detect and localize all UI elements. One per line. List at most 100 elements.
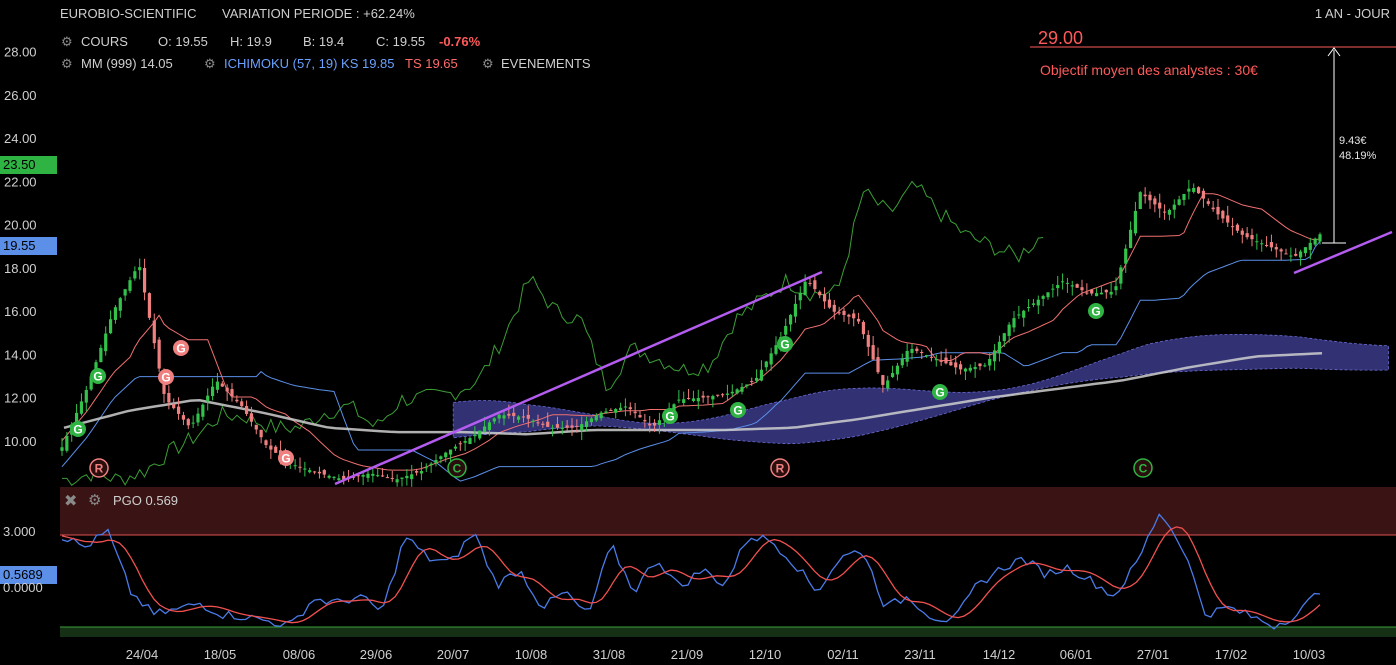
- candle: [138, 258, 142, 280]
- candle-body: [774, 345, 778, 354]
- candle: [322, 469, 326, 479]
- candle-body: [512, 412, 516, 417]
- candle-body: [618, 407, 623, 411]
- candle-body: [419, 471, 424, 474]
- candle: [604, 408, 608, 414]
- candle: [774, 336, 778, 356]
- candle-body: [293, 465, 297, 467]
- candle: [905, 343, 909, 367]
- candle-body: [1138, 192, 1142, 210]
- chikou-price-badge: 23.50: [0, 156, 57, 174]
- event-marker-letter: G: [733, 404, 742, 418]
- candle: [487, 420, 492, 436]
- candle: [1090, 288, 1094, 296]
- candle-body: [1221, 210, 1225, 219]
- candle: [502, 409, 506, 426]
- candle-body: [434, 459, 438, 464]
- event-marker-ring: [447, 458, 467, 478]
- candle-body: [813, 280, 817, 290]
- candle: [390, 470, 394, 482]
- y-tick-label: 24.00: [4, 131, 37, 146]
- candle-body: [1162, 211, 1167, 213]
- candle: [638, 410, 642, 418]
- event-marker-dot: [662, 408, 678, 424]
- candle-body: [405, 475, 409, 479]
- events-settings-icon[interactable]: ⚙: [482, 56, 494, 71]
- candle-body: [60, 447, 64, 451]
- candle-body: [1031, 303, 1036, 305]
- candle: [220, 381, 224, 388]
- candle: [531, 419, 535, 428]
- event-marker-letter: G: [93, 370, 102, 384]
- candle-body: [1264, 244, 1269, 246]
- candle-body: [176, 406, 181, 414]
- candle-body: [1206, 201, 1210, 204]
- oversold-zone: [60, 627, 1396, 637]
- candle: [618, 402, 623, 412]
- event-marker-g: G: [777, 336, 793, 352]
- pgo-settings-icon[interactable]: ⚙: [88, 492, 102, 509]
- candle-body: [1017, 314, 1021, 316]
- candle-body: [876, 357, 880, 373]
- candle-body: [973, 366, 977, 370]
- candle: [133, 266, 137, 281]
- event-marker-dot: [777, 336, 793, 352]
- event-marker-g: G: [730, 402, 746, 418]
- candle-body: [65, 435, 69, 451]
- candle-body: [696, 397, 700, 402]
- candle-body: [808, 282, 812, 284]
- candle-body: [769, 353, 773, 365]
- cours-settings-icon[interactable]: ⚙: [61, 34, 73, 49]
- candle: [1133, 201, 1138, 236]
- candle: [478, 430, 482, 441]
- candle-body: [220, 383, 224, 387]
- candle: [992, 344, 997, 371]
- candle: [856, 312, 861, 324]
- candle-body: [1177, 199, 1181, 205]
- candle-body: [463, 440, 467, 443]
- candle-body: [1289, 255, 1293, 257]
- candle: [468, 436, 472, 445]
- candle: [711, 394, 715, 408]
- candle-body: [453, 446, 458, 449]
- candle-body: [934, 359, 938, 361]
- candle-body: [701, 395, 705, 398]
- candle: [1269, 234, 1274, 252]
- candle-body: [249, 413, 254, 422]
- candle: [886, 375, 890, 392]
- candle-body: [1075, 284, 1079, 288]
- candle: [60, 437, 64, 456]
- close-icon[interactable]: ✖: [64, 493, 78, 510]
- candle: [822, 287, 827, 309]
- candle: [866, 330, 870, 357]
- candle: [526, 405, 530, 428]
- candle-body: [847, 314, 851, 317]
- candle-body: [730, 391, 734, 394]
- candle: [536, 414, 540, 427]
- candle: [186, 417, 190, 430]
- period-selector[interactable]: 1 AN - JOUR: [1314, 6, 1390, 21]
- candle: [1230, 217, 1235, 236]
- pgo-tick-zero: 0.0000: [3, 580, 43, 595]
- candle-body: [900, 358, 904, 366]
- candle: [701, 391, 705, 403]
- candle: [147, 292, 152, 320]
- candle: [686, 389, 691, 400]
- candle: [803, 274, 807, 296]
- ichimoku-settings-icon[interactable]: ⚙: [204, 56, 216, 71]
- candle: [949, 355, 953, 366]
- candle-body: [1269, 242, 1274, 248]
- candle-body: [210, 386, 215, 397]
- candle: [342, 471, 346, 485]
- candle-body: [1036, 299, 1040, 306]
- last-price-badge: 19.55: [0, 237, 57, 255]
- candle-body: [1182, 194, 1186, 200]
- candle-body: [138, 267, 142, 271]
- candle: [847, 313, 851, 325]
- close-value: C: 19.55: [376, 34, 426, 49]
- candle-body: [298, 466, 302, 468]
- candle: [1167, 208, 1172, 221]
- mm-settings-icon[interactable]: ⚙: [61, 56, 73, 71]
- candle-body: [157, 339, 161, 369]
